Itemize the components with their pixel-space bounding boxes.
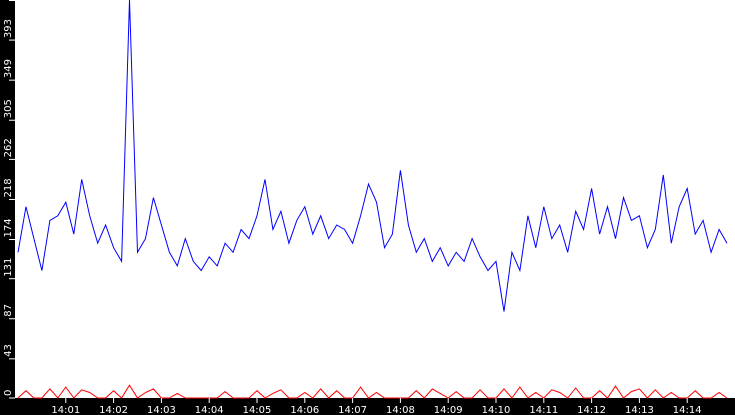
x-tick-label: 14:06 — [290, 405, 319, 415]
y-tick-label: 393 — [3, 19, 14, 38]
y-tick-label: 305 — [3, 99, 14, 118]
x-tick-label: 14:12 — [577, 405, 606, 415]
y-tick-label: 0 — [3, 390, 14, 396]
x-tick-label: 14:01 — [51, 405, 80, 415]
series-line-0 — [17, 0, 728, 312]
x-tick-label: 14:08 — [386, 405, 415, 415]
x-tick-label: 14:10 — [482, 405, 511, 415]
y-axis-band — [0, 0, 15, 415]
x-axis-band — [0, 398, 735, 415]
series-line-1 — [17, 384, 728, 399]
y-tick-label: 349 — [3, 59, 14, 78]
x-tick-label: 14:05 — [243, 405, 272, 415]
x-tick-label: 14:09 — [434, 405, 463, 415]
y-tick-label: 43 — [3, 344, 14, 357]
x-tick-label: 14:07 — [338, 405, 367, 415]
y-tick-label: 131 — [3, 258, 14, 277]
x-tick-label: 14:11 — [529, 405, 558, 415]
y-tick-label: 218 — [3, 178, 14, 197]
x-tick-label: 14:03 — [147, 405, 176, 415]
y-tick-label: 262 — [3, 138, 14, 157]
y-tick-label: 174 — [3, 218, 14, 237]
x-tick-label: 14:02 — [99, 405, 128, 415]
x-tick-label: 14:14 — [673, 405, 702, 415]
y-tick-label: 87 — [3, 304, 14, 317]
x-tick-label: 14:04 — [195, 405, 224, 415]
x-tick-label: 14:13 — [625, 405, 654, 415]
